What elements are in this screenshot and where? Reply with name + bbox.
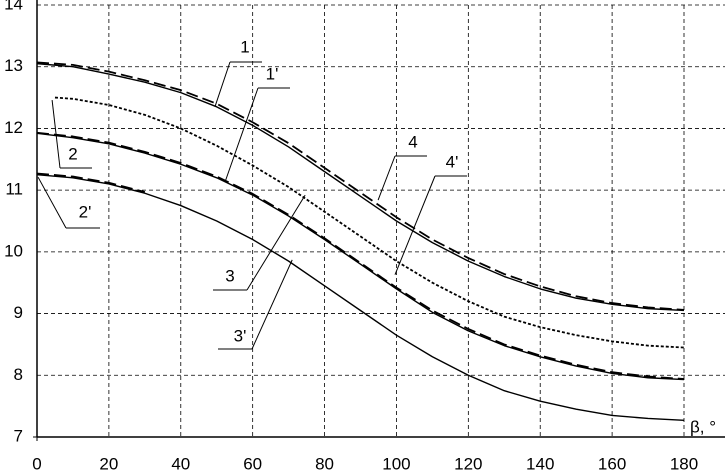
annotation-label: 1: [240, 37, 249, 56]
annotation-label: 3: [225, 266, 234, 285]
annotation-label: 3': [234, 326, 247, 345]
series-line: [54, 96, 685, 349]
y-tick-label: 13: [4, 56, 23, 75]
series-line: [36, 62, 685, 312]
annotation-label: 2': [79, 202, 92, 221]
y-tick-label: 14: [4, 0, 23, 13]
series-line: [36, 172, 146, 193]
x-tick-label: 140: [526, 454, 554, 473]
x-tick-label: 60: [243, 454, 262, 473]
annotation-leader: [377, 155, 396, 201]
x-tick-label: 40: [171, 454, 190, 473]
annotation-label: 4: [408, 132, 417, 151]
series-line: [36, 131, 685, 380]
x-tick-label: 0: [32, 454, 41, 473]
x-tick-label: 80: [315, 454, 334, 473]
annotation-label: 4': [446, 152, 459, 171]
annotation-label: 1': [266, 64, 279, 83]
annotation-leader: [214, 61, 231, 107]
x-tick-label: 120: [454, 454, 482, 473]
y-tick-label: 12: [4, 118, 23, 137]
annotation-leader: [394, 175, 436, 275]
annotation-leader: [251, 259, 293, 350]
x-tick-label: 160: [598, 454, 626, 473]
x-tick-label: 180: [670, 454, 698, 473]
y-tick-label: 10: [4, 241, 23, 260]
x-axis-label: β, °: [690, 417, 716, 436]
y-tick-label: 8: [14, 365, 23, 384]
annotation-label: 2: [68, 144, 77, 163]
x-tick-label: 20: [99, 454, 118, 473]
y-tick-label: 7: [14, 426, 23, 445]
series-line: [36, 61, 685, 311]
x-tick-label: 100: [382, 454, 410, 473]
annotation-leader: [224, 87, 259, 183]
annotation-leader: [51, 99, 61, 169]
y-tick-label: 9: [14, 303, 23, 322]
annotation-leader: [246, 194, 306, 291]
annotation-leader: [37, 176, 67, 229]
y-tick-label: 11: [5, 180, 23, 199]
series-line: [36, 174, 685, 422]
series-line: [36, 132, 685, 381]
